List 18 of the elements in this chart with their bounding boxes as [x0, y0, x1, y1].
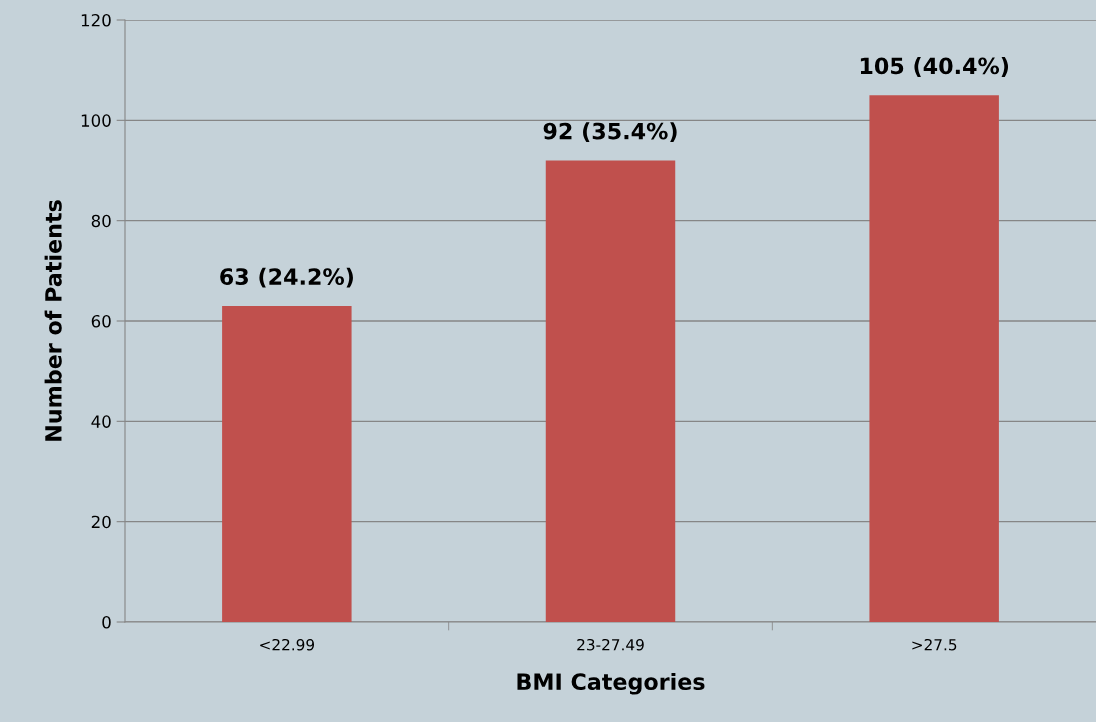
y-tick-label: 40: [91, 415, 111, 428]
x-tick-label: <22.99: [260, 638, 315, 651]
y-tick-label: 0: [102, 615, 111, 629]
x-tick-label: >27.5: [912, 638, 957, 651]
data-label: 92 (35.4%): [543, 122, 677, 143]
y-tick-label: 60: [91, 314, 111, 328]
y-tick-label: 100: [81, 114, 111, 127]
bar: [222, 305, 352, 622]
y-tick-label: 80: [91, 214, 111, 228]
data-label: 63 (24.2%): [220, 267, 353, 288]
x-axis-title: BMI Categories: [517, 672, 705, 695]
data-label: 105 (40.4%): [860, 57, 1009, 77]
bar: [545, 160, 676, 622]
bar: [869, 95, 999, 622]
y-axis-title: Number of Patients: [44, 200, 62, 441]
x-tick-label: 23-27.49: [577, 638, 644, 651]
y-tick-label: 120: [81, 13, 111, 27]
y-tick-label: 20: [91, 515, 111, 529]
